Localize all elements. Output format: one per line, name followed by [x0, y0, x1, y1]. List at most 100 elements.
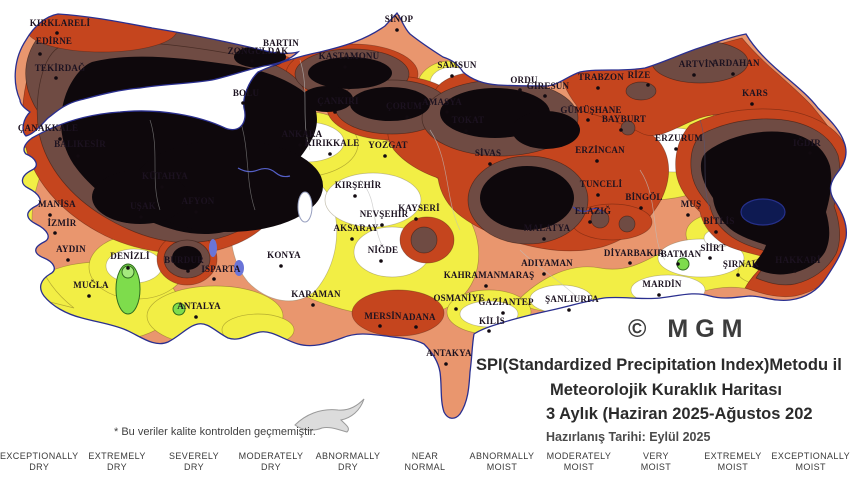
city-label: BARTIN: [263, 38, 299, 48]
mgm-copyright: © MGM: [628, 315, 750, 343]
city-dot: [333, 110, 337, 114]
city-dot: [619, 128, 623, 132]
city-dot: [414, 325, 418, 329]
quality-footnote: * Bu veriler kalite kontrolden geçmemişt…: [114, 426, 316, 438]
legend-item: NEAR NORMAL: [404, 451, 446, 472]
city-label: KİLİS: [479, 316, 505, 326]
city-dot: [542, 272, 546, 276]
city-label: NEVŞEHİR: [360, 209, 409, 219]
legend-item: EXTREMELY DRY: [88, 451, 146, 472]
legend-item: MODERATELY MOIST: [546, 451, 612, 472]
city-dot: [395, 28, 399, 32]
city-dot: [686, 213, 690, 217]
city-label: MARDİN: [642, 279, 681, 289]
city-dot: [38, 52, 42, 56]
city-dot: [646, 83, 650, 87]
legend-item: MODERATELY DRY: [238, 451, 304, 472]
title-period: 3 Aylık (Haziran 2025-Ağustos 202: [546, 405, 813, 423]
legend-item: EXCEPTIONALLY MOIST: [771, 451, 850, 472]
city-label: MANİSA: [38, 199, 76, 209]
city-label: KAHRAMANMARAŞ: [444, 270, 535, 280]
city-dot: [126, 266, 130, 270]
city-dot: [139, 215, 143, 219]
city-dot: [731, 72, 735, 76]
city-dot: [793, 269, 797, 273]
city-label: TEKİRDAĞ: [35, 63, 86, 73]
city-dot: [588, 220, 592, 224]
city-dot: [596, 86, 600, 90]
city-label: BALIKESİR: [54, 139, 106, 149]
city-dot: [487, 329, 491, 333]
city-label: KARS: [742, 88, 768, 98]
city-dot: [414, 217, 418, 221]
city-dot: [692, 73, 696, 77]
city-label: SİİRT: [700, 243, 725, 253]
city-dot: [714, 230, 718, 234]
city-label: GÜMÜŞHANE: [560, 105, 621, 115]
city-dot: [55, 31, 59, 35]
city-dot: [353, 194, 357, 198]
city-label: TUNCELİ: [580, 179, 623, 189]
city-dot: [488, 162, 492, 166]
city-label: ÇORUM: [386, 101, 422, 111]
city-label: İZMİR: [47, 218, 76, 228]
lake-egirdir: [209, 239, 217, 257]
city-label: ARTVİN: [679, 59, 716, 69]
city-label: OSMANİYE: [433, 293, 484, 303]
city-dot: [750, 102, 754, 106]
city-label: BAYBURT: [602, 114, 646, 124]
city-dot: [76, 154, 80, 158]
city-label: KIRIKKALE: [305, 138, 360, 148]
city-label: DENİZLİ: [110, 251, 150, 261]
city-dot: [279, 264, 283, 268]
city-dot: [639, 206, 643, 210]
legend-item: VERY MOIST: [640, 451, 672, 472]
city-label: YOZGAT: [368, 140, 408, 150]
city-label: SİNOP: [385, 14, 414, 24]
city-dot: [454, 307, 458, 311]
city-label: KIRKLARELİ: [30, 18, 91, 28]
city-label: KAYSERİ: [398, 203, 440, 213]
city-label: ZONGULDAK: [228, 46, 289, 56]
city-dot: [276, 51, 280, 55]
city-label: ANTALYA: [177, 301, 221, 311]
city-label: BİNGÖL: [625, 192, 662, 202]
city-dot: [586, 118, 590, 122]
city-dot: [543, 94, 547, 98]
city-label: KARAMAN: [291, 289, 341, 299]
city-dot: [383, 154, 387, 158]
city-dot: [58, 137, 62, 141]
lake-van: [740, 198, 786, 226]
city-label: TOKAT: [452, 115, 485, 125]
city-label: IĞDIR: [793, 138, 821, 148]
city-dot: [194, 315, 198, 319]
city-label: KASTAMONU: [319, 51, 380, 61]
city-dot: [501, 311, 505, 315]
city-dot: [53, 231, 57, 235]
city-label: GAZİANTEP: [478, 297, 534, 307]
title-block: SPI(Standardized Precipitation Index)Met…: [476, 356, 850, 444]
city-label: ERZURUM: [655, 133, 703, 143]
city-label: SİVAS: [475, 148, 501, 158]
city-label: BATMAN: [661, 249, 702, 259]
city-label: KIRŞEHİR: [335, 180, 382, 190]
city-label: ÇANAKKALE: [18, 123, 78, 133]
city-dot: [445, 110, 449, 114]
city-dot: [212, 277, 216, 281]
city-label: ADIYAMAN: [521, 258, 573, 268]
city-dot: [194, 210, 198, 214]
city-label: RİZE: [628, 70, 651, 80]
city-label: ŞANLIURFA: [545, 294, 599, 304]
city-label: BİTLİS: [703, 216, 734, 226]
legend-item: ABNORMALLY DRY: [315, 451, 381, 472]
city-label: ŞIRNAK: [723, 259, 759, 269]
city-dot: [186, 269, 190, 273]
city-dot: [708, 256, 712, 260]
coastline: [14, 11, 848, 419]
city-dot: [48, 213, 52, 217]
city-label: BURDUR: [164, 255, 204, 265]
city-dot: [160, 185, 164, 189]
city-dot: [736, 273, 740, 277]
city-dot: [595, 159, 599, 163]
